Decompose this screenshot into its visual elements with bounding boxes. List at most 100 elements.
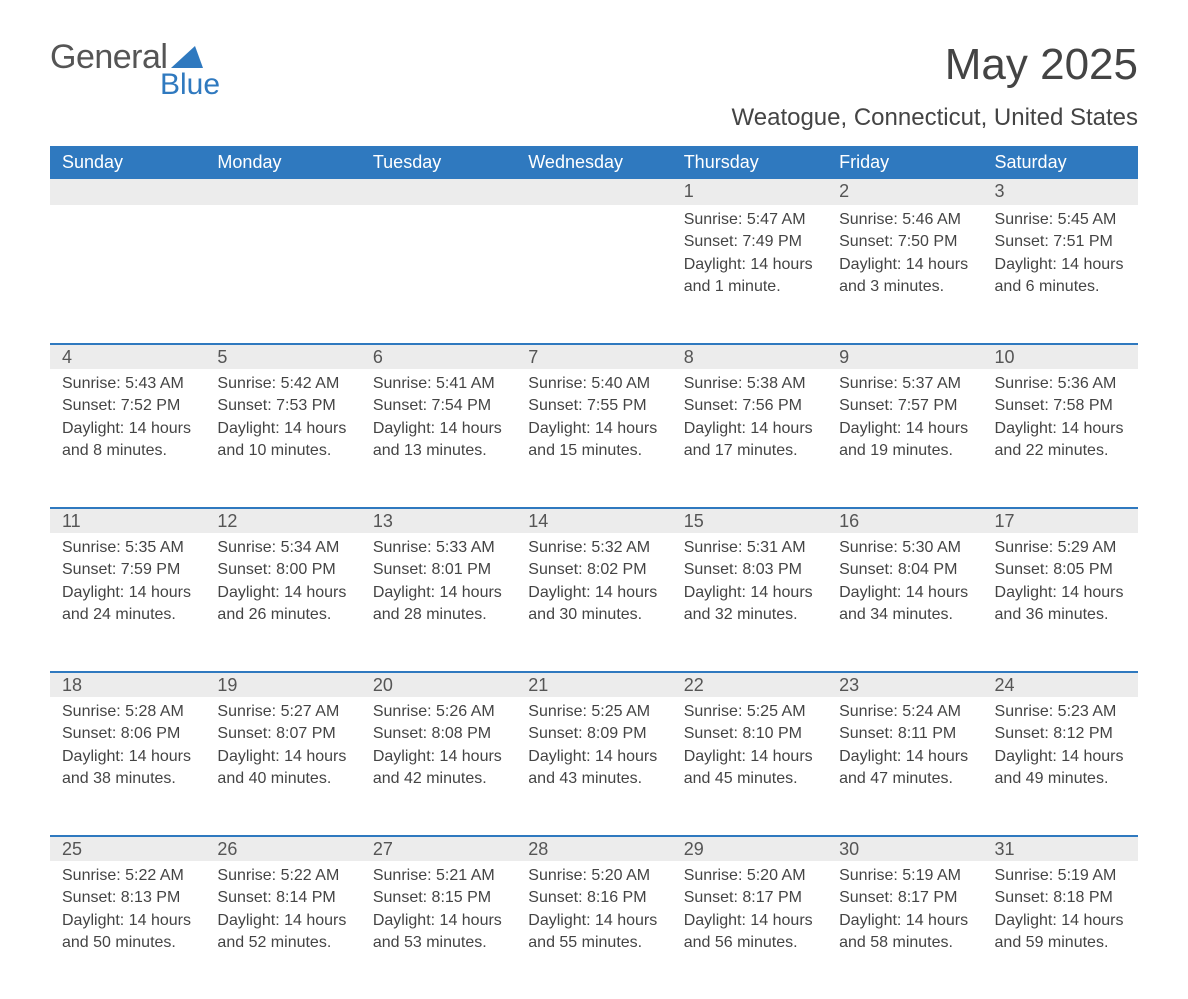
sunset-text: Sunset: 8:10 PM <box>684 723 815 745</box>
calendar-grid: SundayMondayTuesdayWednesdayThursdayFrid… <box>50 146 1138 999</box>
day-details: Sunrise: 5:23 AMSunset: 8:12 PMDaylight:… <box>983 697 1138 801</box>
sunrise-text: Sunrise: 5:34 AM <box>217 537 348 559</box>
day-details: Sunrise: 5:22 AMSunset: 8:14 PMDaylight:… <box>205 861 360 965</box>
day-number: 8 <box>672 343 827 369</box>
daylight-text: Daylight: 14 hours and 53 minutes. <box>373 910 504 955</box>
location-text: Weatogue, Connecticut, United States <box>732 104 1138 132</box>
day-details: Sunrise: 5:43 AMSunset: 7:52 PMDaylight:… <box>50 369 205 473</box>
sunset-text: Sunset: 8:01 PM <box>373 559 504 581</box>
sunset-text: Sunset: 8:07 PM <box>217 723 348 745</box>
sunset-text: Sunset: 8:13 PM <box>62 887 193 909</box>
sunrise-text: Sunrise: 5:32 AM <box>528 537 659 559</box>
day-header: Thursday <box>672 146 827 179</box>
sunrise-text: Sunrise: 5:47 AM <box>684 209 815 231</box>
sunrise-text: Sunrise: 5:20 AM <box>684 865 815 887</box>
day-details <box>50 205 205 219</box>
sunset-text: Sunset: 7:54 PM <box>373 395 504 417</box>
day-details: Sunrise: 5:47 AMSunset: 7:49 PMDaylight:… <box>672 205 827 309</box>
daylight-text: Daylight: 14 hours and 59 minutes. <box>995 910 1126 955</box>
sunset-text: Sunset: 7:56 PM <box>684 395 815 417</box>
sunset-text: Sunset: 8:00 PM <box>217 559 348 581</box>
sunrise-text: Sunrise: 5:35 AM <box>62 537 193 559</box>
daylight-text: Daylight: 14 hours and 15 minutes. <box>528 418 659 463</box>
page-title: May 2025 <box>732 40 1138 90</box>
sunrise-text: Sunrise: 5:33 AM <box>373 537 504 559</box>
logo-text-general: General <box>50 40 167 74</box>
day-details: Sunrise: 5:36 AMSunset: 7:58 PMDaylight:… <box>983 369 1138 473</box>
day-header: Sunday <box>50 146 205 179</box>
day-details: Sunrise: 5:20 AMSunset: 8:17 PMDaylight:… <box>672 861 827 965</box>
daylight-text: Daylight: 14 hours and 34 minutes. <box>839 582 970 627</box>
sunset-text: Sunset: 7:55 PM <box>528 395 659 417</box>
daylight-text: Daylight: 14 hours and 8 minutes. <box>62 418 193 463</box>
daylight-text: Daylight: 14 hours and 47 minutes. <box>839 746 970 791</box>
daylight-text: Daylight: 14 hours and 22 minutes. <box>995 418 1126 463</box>
sunset-text: Sunset: 8:17 PM <box>684 887 815 909</box>
day-number: 12 <box>205 507 360 533</box>
sunset-text: Sunset: 8:06 PM <box>62 723 193 745</box>
sunrise-text: Sunrise: 5:24 AM <box>839 701 970 723</box>
day-number <box>205 179 360 205</box>
daylight-text: Daylight: 14 hours and 36 minutes. <box>995 582 1126 627</box>
day-number: 7 <box>516 343 671 369</box>
sunrise-text: Sunrise: 5:25 AM <box>528 701 659 723</box>
day-header-row: SundayMondayTuesdayWednesdayThursdayFrid… <box>50 146 1138 179</box>
sunrise-text: Sunrise: 5:19 AM <box>995 865 1126 887</box>
day-number: 31 <box>983 835 1138 861</box>
day-details: Sunrise: 5:27 AMSunset: 8:07 PMDaylight:… <box>205 697 360 801</box>
day-number: 10 <box>983 343 1138 369</box>
sunrise-text: Sunrise: 5:45 AM <box>995 209 1126 231</box>
day-header: Saturday <box>983 146 1138 179</box>
day-number: 1 <box>672 179 827 205</box>
daylight-text: Daylight: 14 hours and 28 minutes. <box>373 582 504 627</box>
day-details: Sunrise: 5:20 AMSunset: 8:16 PMDaylight:… <box>516 861 671 965</box>
day-number: 21 <box>516 671 671 697</box>
sunrise-text: Sunrise: 5:21 AM <box>373 865 504 887</box>
day-details: Sunrise: 5:29 AMSunset: 8:05 PMDaylight:… <box>983 533 1138 637</box>
day-details: Sunrise: 5:25 AMSunset: 8:10 PMDaylight:… <box>672 697 827 801</box>
day-number: 6 <box>361 343 516 369</box>
sunrise-text: Sunrise: 5:30 AM <box>839 537 970 559</box>
sunset-text: Sunset: 7:59 PM <box>62 559 193 581</box>
day-number: 20 <box>361 671 516 697</box>
sunset-text: Sunset: 7:49 PM <box>684 231 815 253</box>
sunrise-text: Sunrise: 5:41 AM <box>373 373 504 395</box>
day-details: Sunrise: 5:34 AMSunset: 8:00 PMDaylight:… <box>205 533 360 637</box>
sunset-text: Sunset: 7:53 PM <box>217 395 348 417</box>
daylight-text: Daylight: 14 hours and 40 minutes. <box>217 746 348 791</box>
day-details: Sunrise: 5:33 AMSunset: 8:01 PMDaylight:… <box>361 533 516 637</box>
day-header: Wednesday <box>516 146 671 179</box>
day-header: Tuesday <box>361 146 516 179</box>
sunrise-text: Sunrise: 5:36 AM <box>995 373 1126 395</box>
day-number: 13 <box>361 507 516 533</box>
day-number: 30 <box>827 835 982 861</box>
sunset-text: Sunset: 7:58 PM <box>995 395 1126 417</box>
logo-text-blue: Blue <box>160 70 220 100</box>
day-details: Sunrise: 5:40 AMSunset: 7:55 PMDaylight:… <box>516 369 671 473</box>
day-details: Sunrise: 5:38 AMSunset: 7:56 PMDaylight:… <box>672 369 827 473</box>
day-number: 25 <box>50 835 205 861</box>
day-number: 4 <box>50 343 205 369</box>
sunrise-text: Sunrise: 5:37 AM <box>839 373 970 395</box>
day-number: 28 <box>516 835 671 861</box>
day-number: 19 <box>205 671 360 697</box>
day-details: Sunrise: 5:24 AMSunset: 8:11 PMDaylight:… <box>827 697 982 801</box>
day-header: Monday <box>205 146 360 179</box>
sunset-text: Sunset: 8:17 PM <box>839 887 970 909</box>
sunrise-text: Sunrise: 5:28 AM <box>62 701 193 723</box>
daylight-text: Daylight: 14 hours and 42 minutes. <box>373 746 504 791</box>
day-details: Sunrise: 5:28 AMSunset: 8:06 PMDaylight:… <box>50 697 205 801</box>
sunset-text: Sunset: 8:18 PM <box>995 887 1126 909</box>
day-details: Sunrise: 5:37 AMSunset: 7:57 PMDaylight:… <box>827 369 982 473</box>
day-number: 2 <box>827 179 982 205</box>
sunset-text: Sunset: 7:50 PM <box>839 231 970 253</box>
daylight-text: Daylight: 14 hours and 32 minutes. <box>684 582 815 627</box>
day-details: Sunrise: 5:46 AMSunset: 7:50 PMDaylight:… <box>827 205 982 309</box>
day-details: Sunrise: 5:26 AMSunset: 8:08 PMDaylight:… <box>361 697 516 801</box>
day-number: 24 <box>983 671 1138 697</box>
sunrise-text: Sunrise: 5:19 AM <box>839 865 970 887</box>
day-number: 22 <box>672 671 827 697</box>
sunset-text: Sunset: 8:11 PM <box>839 723 970 745</box>
sunset-text: Sunset: 8:04 PM <box>839 559 970 581</box>
daylight-text: Daylight: 14 hours and 52 minutes. <box>217 910 348 955</box>
